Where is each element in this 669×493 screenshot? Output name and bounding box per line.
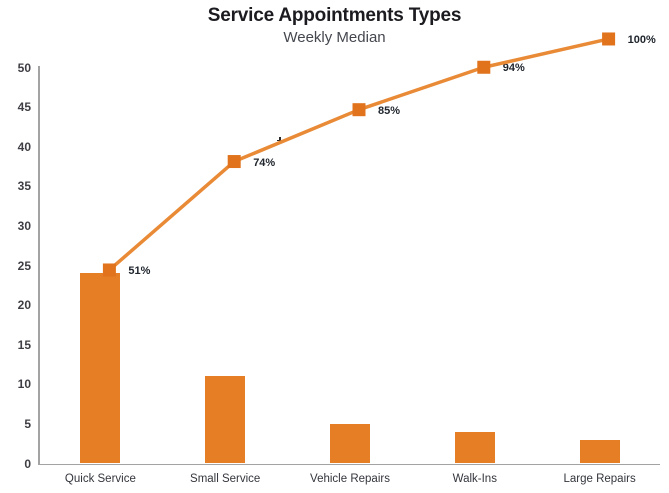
line-marker	[352, 103, 366, 117]
category-label: Small Service	[190, 473, 261, 485]
y-tick-label: 40	[17, 139, 31, 154]
pct-label: 74%	[253, 156, 276, 169]
cursor-artifact	[276, 137, 283, 146]
y-tick-label: 0	[24, 456, 31, 471]
bar	[205, 376, 246, 464]
category-label: Walk-Ins	[452, 473, 497, 485]
line-marker	[477, 60, 491, 74]
category-label: Large Repairs	[563, 473, 636, 485]
line-marker	[102, 263, 116, 277]
y-tick-label: 15	[17, 337, 31, 352]
bar	[454, 431, 495, 464]
pct-label: 51%	[128, 264, 151, 277]
bar	[579, 439, 620, 464]
y-tick-label: 25	[17, 258, 31, 273]
category-label: Vehicle Repairs	[310, 473, 390, 485]
pct-label: 100%	[627, 33, 656, 46]
category-label: Quick Service	[64, 473, 136, 485]
y-tick-label: 5	[24, 416, 31, 431]
x-axis-line	[38, 463, 660, 465]
y-axis-line	[38, 65, 40, 464]
pct-label: 85%	[378, 104, 401, 117]
bar	[330, 423, 370, 464]
y-tick-label: 30	[17, 218, 31, 233]
y-tick-label: 20	[17, 298, 31, 313]
line-marker	[227, 155, 241, 169]
chart-subtitle: Weekly Median	[283, 29, 386, 46]
chart-title: Service Appointments Types	[207, 5, 462, 26]
y-tick-label: 10	[17, 377, 31, 392]
bar	[80, 273, 121, 464]
cumulative-line-path	[108, 37, 609, 272]
y-tick-label: 45	[17, 100, 31, 115]
y-tick-label: 35	[17, 179, 31, 194]
line-marker	[602, 32, 616, 46]
cursor-artifact-horizontal	[277, 139, 283, 141]
y-tick-label: 50	[17, 60, 31, 75]
pct-label: 94%	[502, 62, 525, 75]
